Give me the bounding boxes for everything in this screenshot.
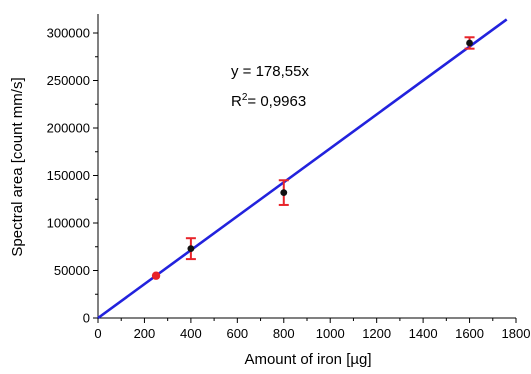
data-point [187, 245, 195, 253]
y-tick-label: 250000 [47, 73, 90, 88]
data-points [151, 36, 475, 280]
x-tick-label: 1800 [502, 326, 531, 341]
r-squared-label: R2= 0,9963 [231, 92, 306, 110]
x-tick-label: 0 [94, 326, 101, 341]
x-tick-label: 1400 [409, 326, 438, 341]
y-tick-label: 150000 [47, 168, 90, 183]
x-tick-label: 400 [180, 326, 202, 341]
r-squared-prefix: R [231, 93, 242, 110]
y-tick-label: 0 [83, 311, 90, 326]
y-axis-label: Spectral area [count mm/s] [9, 77, 26, 256]
y-tick-label: 300000 [47, 26, 90, 41]
data-point [466, 39, 473, 47]
y-tick-label: 50000 [54, 263, 90, 278]
fit-equation: y = 178,55x [231, 63, 309, 80]
x-tick-label: 800 [273, 326, 295, 341]
data-point [151, 271, 161, 280]
fit-line [97, 18, 508, 320]
r-squared-superscript: 2 [242, 92, 248, 103]
data-point [280, 189, 288, 197]
x-tick-label: 200 [134, 326, 156, 341]
y-tick-label: 100000 [47, 216, 90, 231]
x-tick-label: 1200 [362, 326, 391, 341]
x-axis-label: Amount of iron [µg] [244, 351, 371, 368]
r-squared-value: = 0,9963 [247, 93, 306, 110]
fit-line-group [97, 18, 508, 320]
x-tick-label: 1000 [316, 326, 345, 341]
x-tick-label: 1600 [455, 326, 484, 341]
ticks: 0 200 400 600 800 1000 1200 1400 1600 1800 0 50000 1… [47, 26, 531, 342]
y-tick-label: 200000 [47, 121, 90, 136]
x-tick-label: 600 [226, 326, 248, 341]
